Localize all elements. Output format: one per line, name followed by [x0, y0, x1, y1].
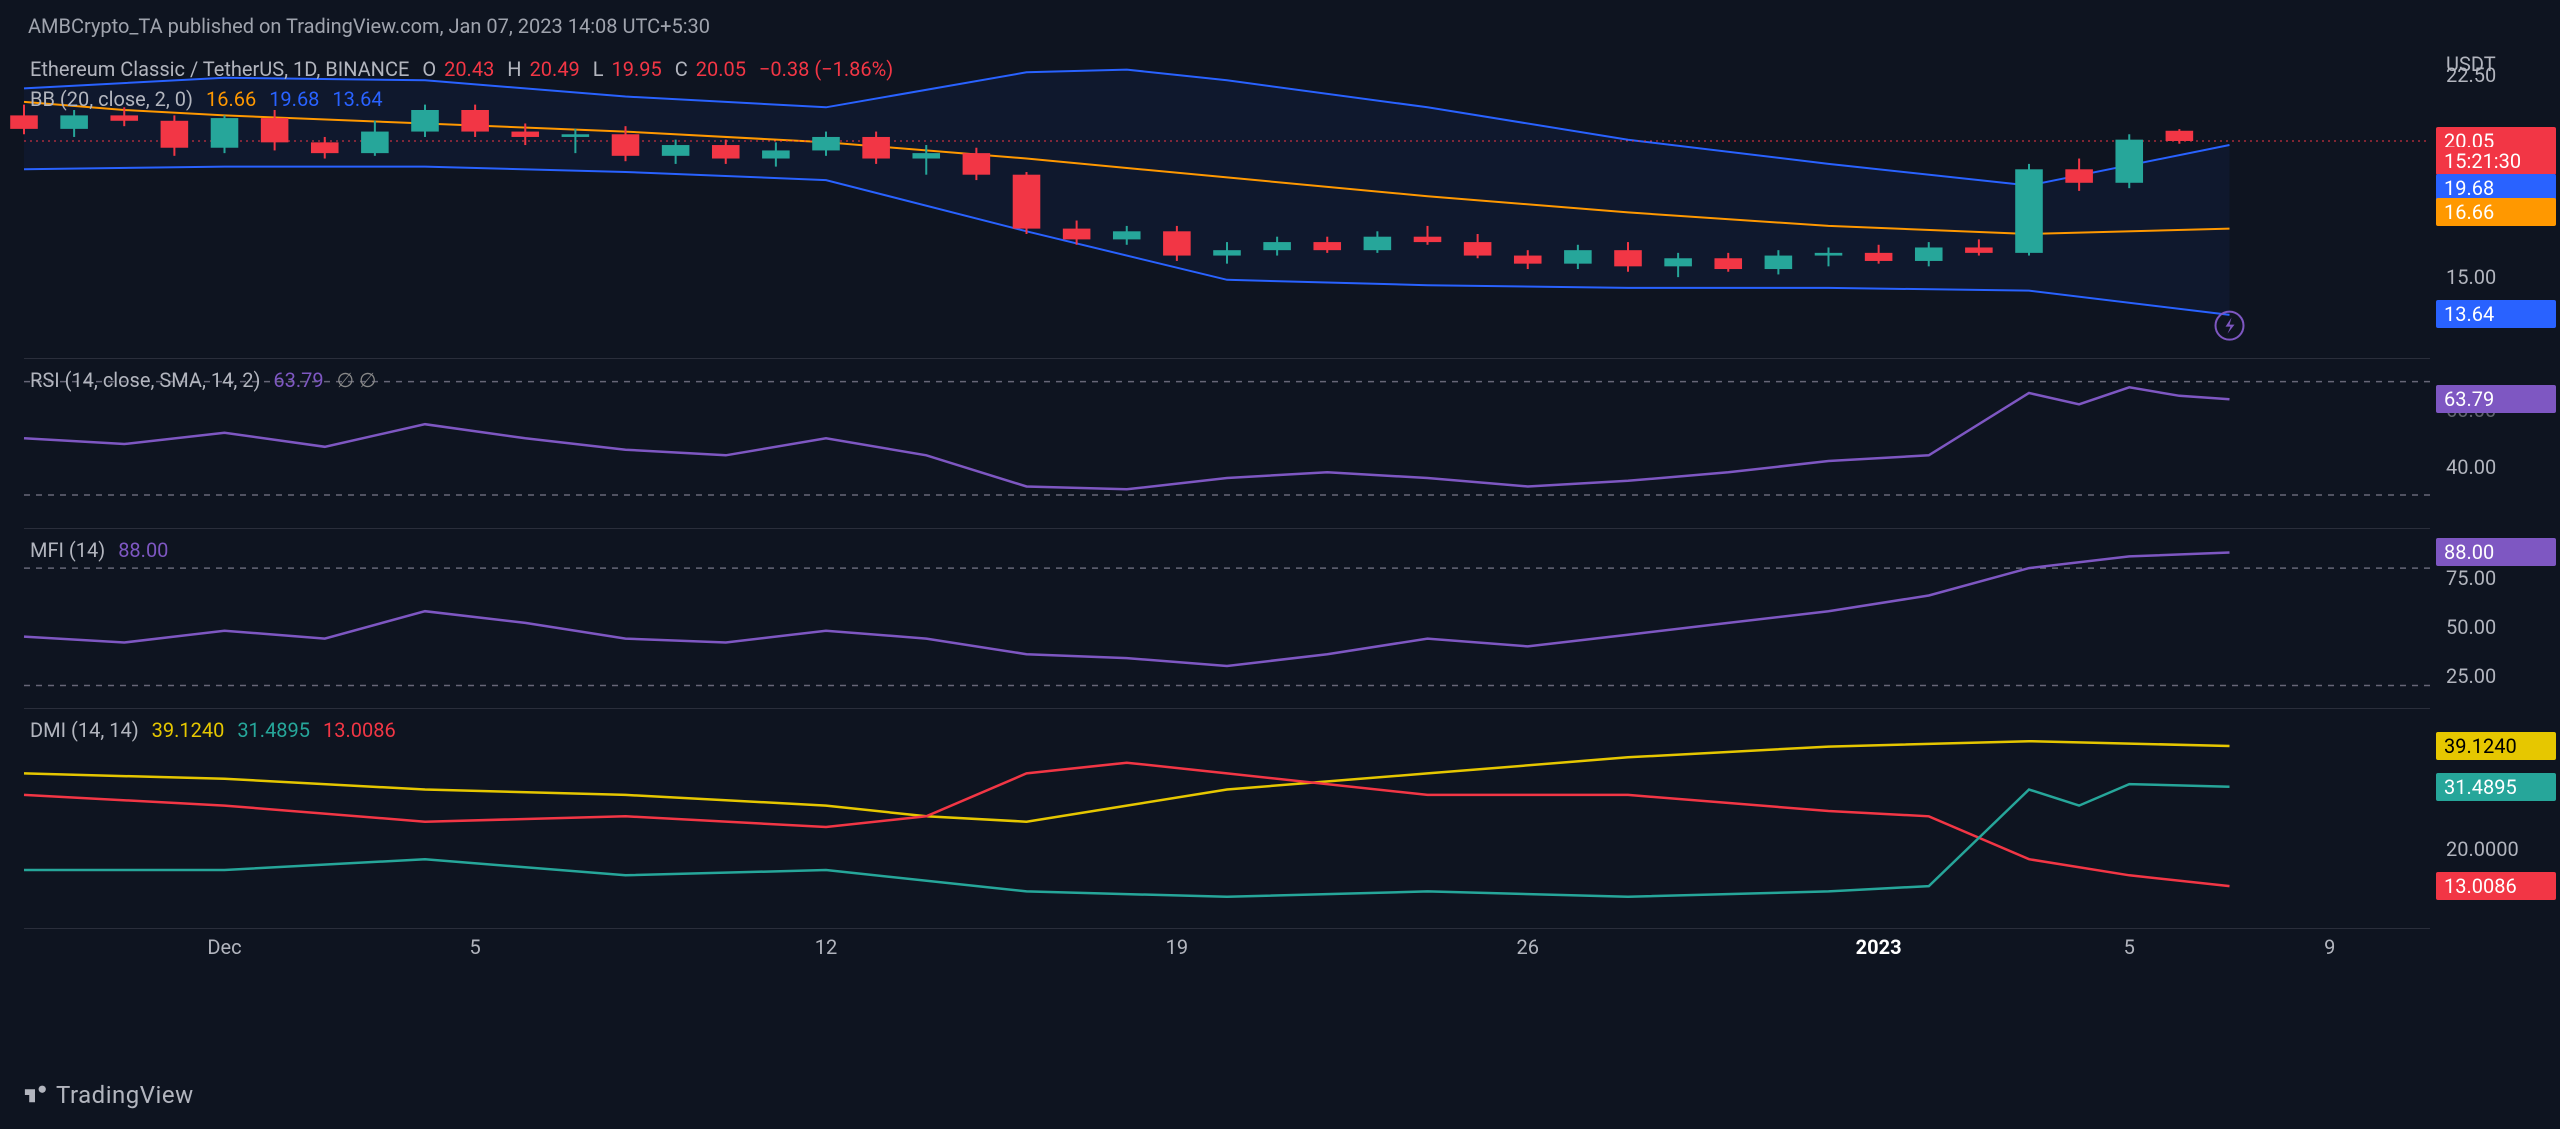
time-axis[interactable]: Dec512192620235916: [24, 928, 2430, 988]
tradingview-logo: TradingView: [22, 1081, 194, 1109]
dmi-panel[interactable]: DMI (14, 14) 39.1240 31.4895 13.0086 20.…: [24, 708, 2430, 928]
publish-header: AMBCrypto_TA published on TradingView.co…: [0, 0, 2560, 46]
rsi-panel[interactable]: RSI (14, close, SMA, 14, 2) 63.79 ∅ ∅ 40…: [24, 358, 2430, 528]
dmi-legend: DMI (14, 14) 39.1240 31.4895 13.0086: [30, 715, 404, 745]
rsi-legend: RSI (14, close, SMA, 14, 2) 63.79 ∅ ∅: [30, 365, 384, 395]
price-legend: Ethereum Classic / TetherUS, 1D, BINANCE…: [30, 54, 901, 114]
mfi-panel[interactable]: MFI (14) 88.00 25.0050.0075.0088.00: [24, 528, 2430, 708]
tradingview-chart[interactable]: AMBCrypto_TA published on TradingView.co…: [0, 0, 2560, 1129]
mfi-legend: MFI (14) 88.00: [30, 535, 176, 565]
price-panel[interactable]: Ethereum Classic / TetherUS, 1D, BINANCE…: [24, 48, 2430, 358]
